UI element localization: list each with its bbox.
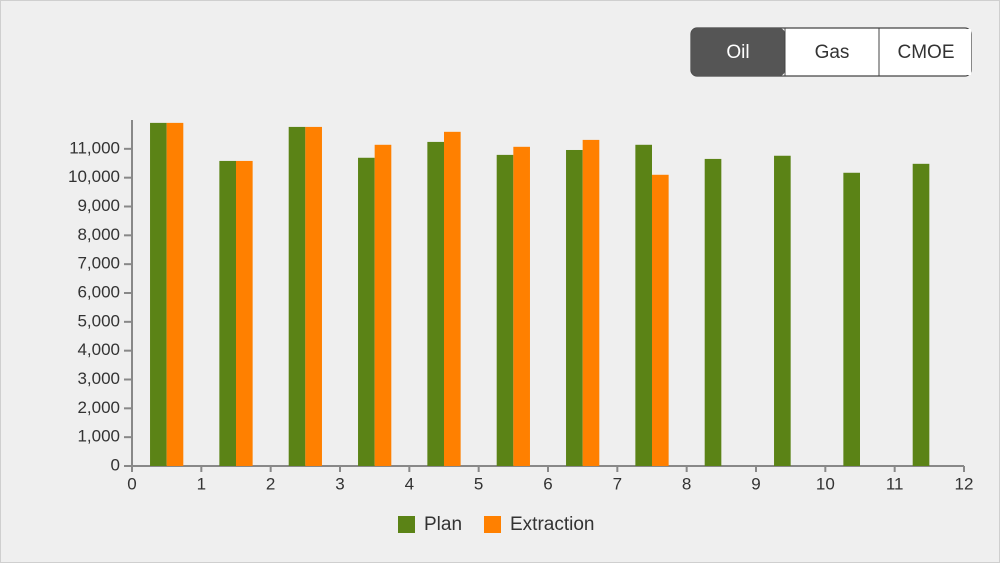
- bar: [166, 122, 184, 466]
- bar: [912, 163, 930, 466]
- bar: [444, 131, 461, 467]
- y-tick-label: 11,000: [69, 138, 120, 157]
- x-tick-label: 0: [127, 474, 136, 493]
- y-tick-label: 7,000: [77, 254, 120, 273]
- bar: [288, 126, 306, 467]
- bar: [635, 144, 652, 466]
- segment-label[interactable]: Gas: [815, 42, 850, 63]
- bar: [427, 141, 444, 466]
- y-tick-label: 8,000: [77, 225, 120, 244]
- bar: [219, 160, 236, 466]
- x-tick-label: 12: [955, 474, 974, 493]
- segment-label[interactable]: CMOE: [898, 42, 955, 63]
- bar: [358, 157, 375, 466]
- x-tick-label: 10: [816, 474, 835, 493]
- legend-swatch: [398, 516, 415, 533]
- bar: [236, 160, 253, 466]
- segment-selected[interactable]: [691, 28, 785, 76]
- y-tick-label: 9,000: [77, 196, 120, 215]
- bar: [150, 122, 167, 466]
- bar: [704, 158, 722, 467]
- y-tick-label: 6,000: [77, 282, 120, 301]
- bar: [582, 139, 600, 466]
- y-tick-label: 4,000: [77, 340, 120, 359]
- x-tick-label: 7: [613, 474, 622, 493]
- plot: 0 1,000 2,000 3,000 4,000 5,000 6,000 7,000 8,00…: [68, 120, 973, 535]
- bar: [774, 155, 791, 466]
- legend-swatch: [484, 516, 501, 533]
- x-tick-label: 9: [751, 474, 760, 493]
- y-tick-label: 0: [111, 455, 120, 474]
- bar: [513, 146, 530, 466]
- x-tick-label: 4: [405, 474, 414, 493]
- legend-label: Plan: [424, 514, 462, 535]
- x-tick-label: 5: [474, 474, 483, 493]
- bar: [374, 144, 392, 466]
- segmented-control: Oil Gas CMOE: [690, 27, 972, 77]
- bar: [305, 126, 322, 467]
- bar: [566, 149, 583, 466]
- x-tick-label: 3: [335, 474, 344, 493]
- x-tick-label: 11: [886, 474, 904, 493]
- segment-label[interactable]: Oil: [726, 42, 749, 63]
- y-tick-label: 10,000: [68, 167, 120, 186]
- y-tick-label: 2,000: [77, 398, 120, 417]
- y-tick-label: 3,000: [77, 369, 120, 388]
- segment[interactable]: [880, 29, 971, 75]
- bar: [652, 174, 669, 467]
- bar: [843, 172, 860, 466]
- legend-label: Extraction: [510, 514, 594, 535]
- bar: [496, 154, 514, 466]
- segment[interactable]: [786, 29, 877, 75]
- x-tick-label: 1: [197, 474, 206, 493]
- x-tick-label: 8: [682, 474, 691, 493]
- x-tick-label: 2: [266, 474, 275, 493]
- y-tick-label: 5,000: [77, 311, 120, 330]
- x-tick-label: 6: [543, 474, 552, 493]
- y-tick-label: 1,000: [77, 427, 120, 446]
